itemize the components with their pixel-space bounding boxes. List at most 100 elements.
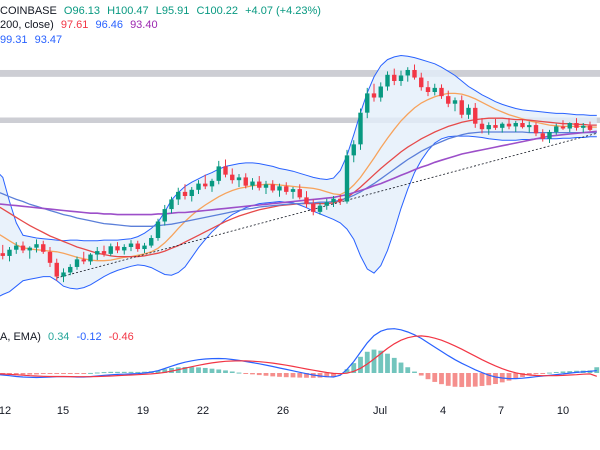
candle-body — [162, 209, 167, 222]
bb-legend-value-2: 93.47 — [34, 34, 63, 46]
candle-body — [344, 155, 350, 202]
candle-body — [243, 177, 248, 186]
candle-body — [324, 202, 329, 206]
candle-body — [540, 133, 545, 139]
macd-legend-params: A, EMA) — [0, 331, 41, 343]
candle-body — [142, 245, 147, 250]
ma-legend-value-2: 96.46 — [95, 19, 123, 31]
x-tick-label: 10 — [556, 405, 570, 417]
macd-histogram-bar — [101, 372, 107, 374]
resistance-zone — [0, 117, 600, 124]
macd-legend-value-1: 0.34 — [48, 331, 70, 343]
candle-body — [122, 246, 127, 251]
macd-histogram — [0, 349, 600, 388]
macd-histogram-bar — [385, 353, 390, 373]
macd-histogram-bar — [229, 371, 235, 373]
legend-change: +4.07 (+4.23%) — [245, 5, 321, 17]
candle-body — [493, 125, 498, 128]
macd-histogram-bar — [34, 373, 39, 375]
candle-body — [88, 254, 93, 262]
moving-average-line — [0, 131, 597, 227]
macd-histogram-bar — [378, 350, 384, 373]
candle-body — [14, 245, 19, 250]
macd-histogram-bar — [520, 373, 525, 378]
macd-histogram-bar — [526, 373, 532, 376]
candle-body — [216, 166, 221, 181]
support-trendline[interactable] — [56, 132, 597, 279]
macd-histogram-bar — [432, 373, 438, 382]
macd-histogram-bar — [67, 373, 73, 374]
candle-body — [41, 244, 46, 252]
macd-histogram-bar — [94, 372, 100, 374]
candle-body — [297, 189, 302, 198]
candle-body — [338, 198, 343, 202]
bollinger-band-fill — [0, 55, 597, 296]
candle-body — [365, 93, 370, 113]
macd-histogram-bar — [223, 370, 228, 373]
macd-histogram-bar — [445, 373, 451, 386]
macd-histogram-bar — [358, 356, 363, 373]
candle-body — [189, 189, 194, 197]
candle-body — [74, 259, 80, 267]
candle-body — [405, 69, 410, 76]
macd-histogram-bar — [391, 357, 397, 373]
candle-body — [128, 243, 134, 247]
macd-histogram-bar — [209, 368, 215, 373]
macd-histogram-bar — [371, 349, 377, 373]
macd-histogram-bar — [533, 373, 539, 375]
candle-body — [520, 123, 525, 128]
macd-histogram-bar — [162, 369, 168, 373]
candle-body — [230, 174, 235, 181]
candle-body — [209, 180, 215, 187]
candle-body — [68, 266, 73, 273]
legend-open: O96.13 — [63, 5, 101, 17]
candle-body — [425, 87, 431, 93]
x-tick-label: 19 — [136, 405, 150, 417]
candle-body — [452, 100, 458, 104]
macd-legend: A, EMA) 0.34 -0.12 -0.46 — [0, 330, 138, 344]
candle-body — [547, 131, 552, 139]
macd-histogram-bar — [425, 373, 431, 380]
macd-histogram-bar — [155, 370, 161, 373]
candle-body — [358, 112, 363, 145]
macd-histogram-bar — [479, 373, 485, 386]
candle-body — [527, 125, 532, 128]
candle-body — [0, 253, 5, 256]
candle-body — [182, 191, 188, 197]
candle-body — [169, 199, 174, 210]
macd-histogram-bar — [277, 373, 282, 377]
candle-body — [115, 246, 120, 251]
candle-body — [392, 74, 397, 81]
candle-body — [331, 198, 336, 203]
macd-histogram-bar — [459, 373, 465, 388]
candle-body — [581, 125, 586, 128]
ohlc-legend: COINBASE O96.13 H100.47 L95.91 C100.22 +… — [0, 4, 325, 18]
macd-histogram-bar — [344, 369, 350, 373]
macd-histogram-bar — [290, 373, 296, 378]
moving-average-line — [0, 92, 597, 262]
candlesticks — [0, 64, 593, 283]
macd-histogram-bar — [196, 367, 201, 373]
candle-body — [486, 125, 491, 130]
legend-high: H100.47 — [107, 5, 149, 17]
macd-histogram-bar — [13, 373, 19, 375]
x-tick-label: 4 — [439, 405, 447, 417]
macd-histogram-bar — [486, 373, 492, 386]
macd-histogram-bar — [236, 372, 242, 374]
macd-histogram-bar — [243, 373, 249, 374]
macd-histogram-bar — [20, 373, 26, 375]
candle-body — [587, 125, 593, 130]
macd-histogram-bar — [331, 373, 336, 377]
x-tick-label: Jul — [372, 405, 388, 417]
macd-histogram-bar — [283, 373, 289, 378]
macd-histogram-bar — [560, 371, 566, 373]
macd-histogram-bar — [513, 373, 519, 379]
resistance-zone — [0, 69, 600, 77]
macd-histogram-bar — [297, 373, 303, 378]
macd-histogram-bar — [351, 363, 357, 373]
candle-body — [574, 123, 579, 128]
candle-body — [473, 107, 478, 124]
bollinger-upper-band — [0, 54, 597, 242]
macd-histogram-bar — [40, 373, 46, 375]
